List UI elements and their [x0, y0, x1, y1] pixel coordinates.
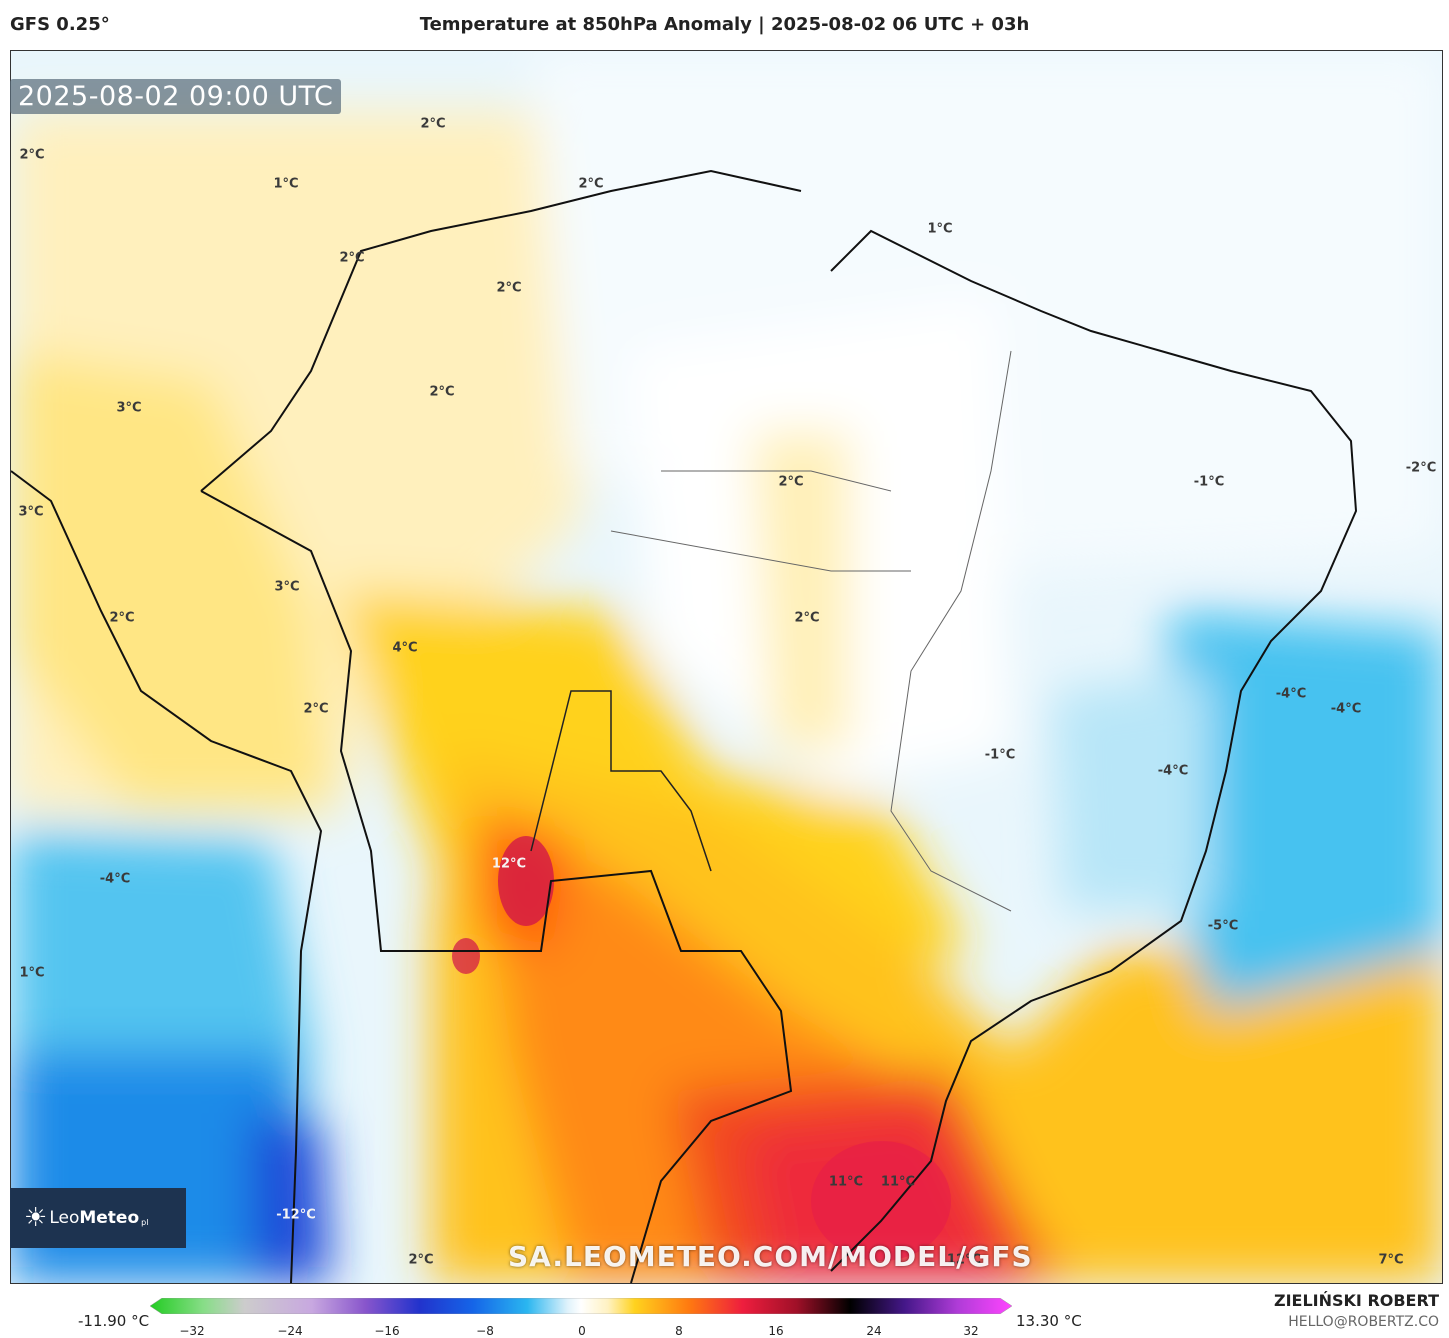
colorbar-max-label: 13.30 °C: [1016, 1312, 1082, 1330]
contour-label: 2°C: [19, 147, 45, 163]
contour-label: -4°C: [99, 871, 131, 887]
author-email[interactable]: HELLO@ROBERTZ.CO: [1288, 1314, 1439, 1330]
colorbar-tick: 0: [578, 1324, 586, 1338]
sun-icon: ☀: [24, 1203, 48, 1233]
contour-label: 1°C: [19, 965, 45, 981]
contour-label: -12°C: [276, 1207, 316, 1223]
contour-label: 3°C: [18, 504, 44, 520]
logo-text-bold: Meteo: [79, 1208, 140, 1228]
contour-label: 2°C: [408, 1252, 434, 1268]
contour-label: 2°C: [496, 280, 522, 296]
contour-label: 7°C: [1378, 1252, 1404, 1268]
contour-label: 12°C: [946, 1252, 982, 1268]
contour-label: 2°C: [339, 250, 365, 266]
logo-text-light: Leo: [49, 1208, 80, 1228]
contour-label: 1°C: [273, 176, 299, 192]
colorbar-tick: 24: [866, 1324, 882, 1338]
valid-time-stamp: 2025-08-02 09:00 UTC: [10, 79, 342, 114]
contour-label: 3°C: [116, 400, 142, 416]
contour-label: -4°C: [1330, 701, 1362, 717]
map-title: Temperature at 850hPa Anomaly | 2025-08-…: [419, 14, 1030, 35]
contour-label: 2°C: [578, 176, 604, 192]
colorbar: [150, 1298, 1012, 1314]
contour-label: -4°C: [1275, 686, 1307, 702]
source-watermark[interactable]: SA.LEOMETEO.COM/MODEL/GFS: [508, 1240, 1033, 1273]
anomaly-field: [11, 51, 1442, 1283]
colorbar-tick: 32: [963, 1324, 979, 1338]
contour-label: 3°C: [274, 579, 300, 595]
colorbar-tick: −8: [476, 1324, 494, 1338]
colorbar-tick: −24: [277, 1324, 303, 1338]
contour-label: 2°C: [420, 116, 446, 132]
logo-suffix: pl: [141, 1217, 149, 1227]
colorbar-min-label: -11.90 °C: [78, 1312, 150, 1330]
contour-label: 2°C: [794, 610, 820, 626]
contour-label: -1°C: [984, 747, 1016, 763]
contour-label: 4°C: [392, 640, 418, 656]
contour-label: 11°C: [828, 1174, 864, 1190]
contour-label: -5°C: [1207, 918, 1239, 934]
author-name: ZIELIŃSKI ROBERT: [1273, 1291, 1439, 1310]
contour-label: 2°C: [429, 384, 455, 400]
model-name: GFS 0.25°: [10, 14, 110, 35]
contour-label: 12°C: [491, 856, 527, 872]
contour-label: 2°C: [303, 701, 329, 717]
colorbar-tick: −32: [179, 1324, 205, 1338]
contour-label: 11°C: [880, 1174, 916, 1190]
leometeo-logo[interactable]: ☀ Leo Meteo pl: [10, 1188, 186, 1248]
colorbar-tick: 16: [768, 1324, 784, 1338]
contour-label: -2°C: [1405, 460, 1437, 476]
contour-label: 2°C: [778, 474, 804, 490]
map-panel[interactable]: 2°C 2°C 1°C 2°C 2°C 2°C 1°C 2°C 3°C 3°C …: [10, 50, 1443, 1284]
colorbar-tick: 8: [675, 1324, 683, 1338]
colorbar-tick: −16: [374, 1324, 400, 1338]
contour-label: -4°C: [1157, 763, 1189, 779]
contour-label: 1°C: [927, 221, 953, 237]
contour-label: 2°C: [109, 610, 135, 626]
contour-label: -1°C: [1193, 474, 1225, 490]
